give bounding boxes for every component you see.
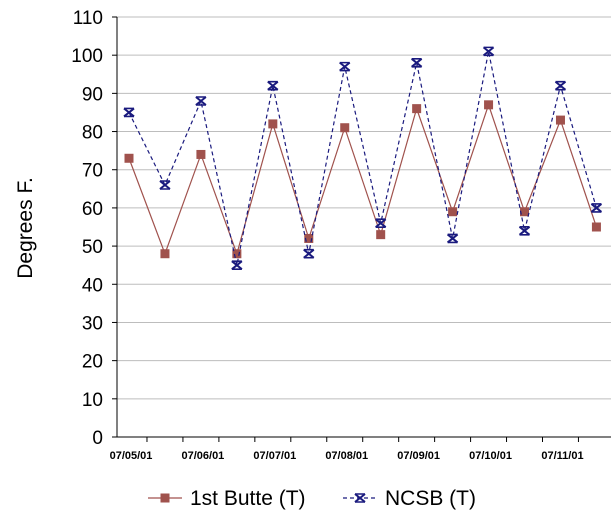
data-point [482, 46, 495, 57]
y-tick-label: 90 [82, 84, 103, 105]
data-point [339, 61, 351, 72]
data-point [267, 80, 279, 91]
y-tick-label: 40 [82, 275, 103, 296]
series-line [128, 102, 597, 256]
data-point [518, 226, 531, 236]
data-point [448, 207, 458, 217]
data-point [304, 233, 314, 243]
legend-marker [354, 493, 366, 503]
legend-item: 1st Butte (T) [148, 487, 306, 510]
series-0 [124, 100, 601, 259]
data-point [159, 180, 171, 190]
data-point [340, 123, 350, 133]
x-tick-labels: 07/05/01 07/06/01 07/07/01 07/08/01 07/09/01… [110, 450, 584, 462]
gridlines [117, 16, 611, 400]
legend-label: NCSB (T) [385, 487, 476, 510]
y-axis-title: Degrees F. [14, 177, 37, 279]
y-tick-label: 20 [82, 352, 103, 373]
series-line [128, 51, 598, 266]
x-tick-label: 07/09/01 [397, 450, 440, 462]
y-tick-label: 50 [82, 237, 103, 258]
y-tick-label: 30 [82, 313, 103, 334]
legend-label: 1st Butte (T) [190, 487, 306, 510]
data-point [411, 58, 423, 68]
data-point [554, 80, 567, 91]
data-point [232, 249, 242, 259]
data-point [520, 207, 530, 217]
data-point [195, 96, 207, 106]
data-point [196, 149, 206, 159]
data-point [268, 119, 278, 129]
data-point [123, 107, 135, 118]
x-tick-label: 07/11/01 [541, 450, 583, 462]
y-tick-label: 70 [82, 161, 103, 182]
x-tick-label: 07/07/01 [253, 450, 296, 462]
legend: 1st Butte (T) NCSB (T) [148, 487, 476, 510]
x-tick-label: 07/06/01 [181, 450, 224, 462]
legend-item: NCSB (T) [343, 487, 476, 510]
data-point [160, 249, 170, 259]
data-point [555, 115, 565, 125]
series-1 [123, 46, 603, 270]
data-point [591, 222, 601, 232]
axes [112, 16, 611, 442]
y-tick-label: 110 [73, 8, 103, 29]
x-tick-label: 07/08/01 [325, 450, 368, 462]
data-point [590, 203, 603, 213]
data-point [412, 104, 422, 114]
y-tick-label: 0 [92, 428, 103, 449]
y-tick-label: 10 [82, 390, 103, 411]
y-tick-labels: 0 10 20 30 40 50 60 70 80 90 100 110 [71, 8, 103, 449]
data-point [231, 260, 243, 270]
data-point [124, 153, 134, 163]
series [123, 46, 603, 270]
data-point [484, 100, 494, 110]
data-point [303, 248, 315, 259]
data-point [376, 230, 386, 240]
data-point [375, 218, 387, 228]
legend-marker [160, 493, 170, 503]
data-point [446, 233, 459, 244]
y-tick-label: 80 [82, 123, 103, 144]
x-tick-label: 07/10/01 [469, 450, 512, 462]
y-tick-label: 100 [71, 46, 103, 67]
x-tick-label: 07/05/01 [110, 450, 153, 462]
y-tick-label: 60 [82, 199, 103, 220]
